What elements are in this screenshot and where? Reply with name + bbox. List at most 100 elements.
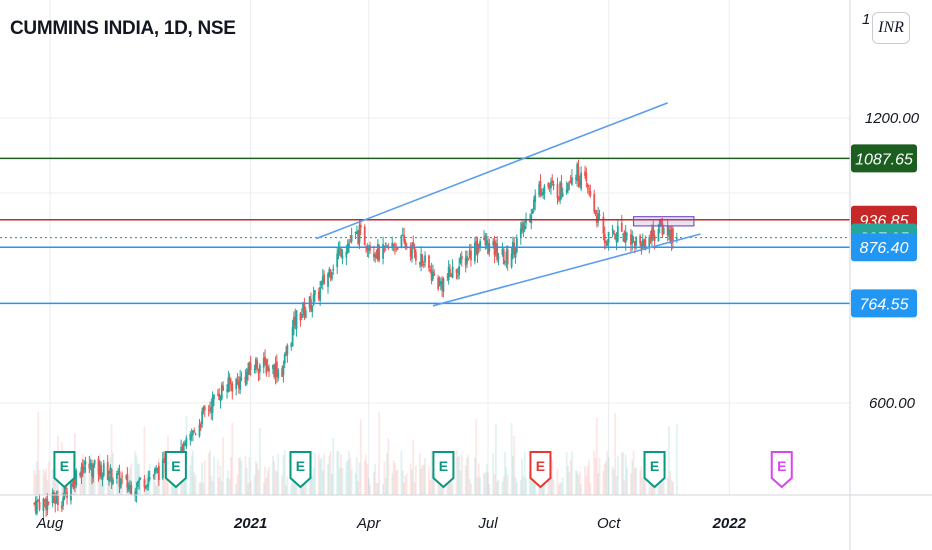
candle-body [468, 250, 471, 258]
volume-bar [163, 471, 165, 495]
candle-body [466, 255, 468, 264]
volume-bar [256, 463, 259, 495]
candle-body [203, 406, 206, 411]
candle-body [433, 273, 436, 276]
candle-body [148, 477, 151, 480]
volume-bar [488, 484, 491, 495]
volume-bar [375, 482, 378, 495]
candle-body [211, 396, 214, 413]
candle-body [666, 225, 669, 236]
candle-body [584, 171, 586, 176]
candle-body [62, 497, 65, 506]
candle-body [441, 281, 444, 290]
volume-bar [623, 480, 626, 495]
x-tick-label: 2021 [233, 515, 267, 532]
candle-body [81, 464, 84, 474]
candle-body [245, 371, 248, 385]
volume-bar [115, 480, 118, 495]
candle-body [367, 247, 370, 251]
volume-bar [505, 467, 508, 495]
volume-bar [484, 472, 487, 495]
candle-body [589, 190, 592, 197]
price-label-resistance: 1087.65 [851, 144, 917, 173]
candle-body [620, 222, 623, 232]
volume-bar [248, 457, 251, 495]
volume-bar [485, 464, 488, 495]
candle-body [538, 184, 541, 196]
volume-bar [460, 454, 463, 495]
candle-body [89, 462, 92, 467]
candle-body [455, 269, 458, 273]
candle-body [281, 368, 284, 377]
volume-bar [556, 468, 559, 495]
candle-body [345, 251, 348, 258]
volume-bar [313, 453, 316, 495]
volume-bar [201, 462, 204, 495]
currency-button[interactable]: INR [872, 12, 910, 44]
volume-bar [428, 466, 430, 495]
candle-body [354, 232, 357, 234]
volume-bar [312, 468, 315, 495]
candle-body [256, 360, 259, 370]
volume-bar [108, 476, 110, 495]
volume-bar [475, 419, 478, 495]
earnings-badge [289, 451, 312, 489]
candle-body [349, 241, 352, 243]
volume-bar [393, 463, 396, 495]
volume-bar [418, 453, 421, 495]
volume-bar [494, 424, 497, 495]
candle-body [51, 492, 54, 504]
candle-body [515, 238, 518, 253]
candle-body [126, 473, 129, 488]
volume-bar [670, 480, 673, 495]
volume-bar [317, 454, 320, 495]
volume-bar [466, 458, 468, 495]
candle-body [266, 366, 269, 372]
candle-body [239, 376, 242, 390]
volume-bar [616, 456, 619, 495]
candle-body [319, 287, 322, 301]
candle-body [459, 256, 462, 264]
volume-bar [487, 472, 489, 495]
volume-bar [135, 455, 138, 495]
price-label-text: 876.40 [860, 240, 909, 257]
candle-body [506, 249, 509, 265]
x-tick-label: 2022 [712, 515, 747, 532]
volume-bar [523, 451, 526, 495]
volume-bar [268, 466, 270, 495]
candle-body [409, 247, 412, 257]
candle-body [588, 188, 590, 190]
candle-body [109, 467, 112, 474]
candle-body [317, 291, 320, 299]
candle-body [209, 407, 211, 409]
candle-body [643, 239, 645, 242]
candle-body [470, 250, 472, 261]
candle-body [548, 186, 551, 188]
candle-body [311, 305, 314, 312]
candle-body [630, 234, 632, 245]
volume-bar [429, 479, 432, 495]
candle-body [411, 245, 413, 260]
volume-bar [468, 478, 471, 495]
volume-bar [194, 475, 197, 495]
volume-bar [675, 424, 678, 495]
candle-body [551, 180, 554, 184]
candle-body [525, 220, 527, 224]
volume-bar [666, 477, 669, 495]
volume-bar [173, 484, 176, 495]
volume-bar [62, 480, 65, 495]
candle-body [323, 274, 325, 284]
candle-body [514, 249, 517, 258]
candle-body [135, 489, 138, 495]
volume-bar [542, 484, 544, 495]
candle-body [501, 248, 504, 255]
x-tick-label: Jul [477, 515, 498, 532]
volume-bar [106, 466, 109, 495]
candle-body [429, 269, 432, 272]
earnings-badge [53, 451, 76, 489]
candle-body [321, 276, 324, 284]
candle-body [651, 229, 653, 242]
